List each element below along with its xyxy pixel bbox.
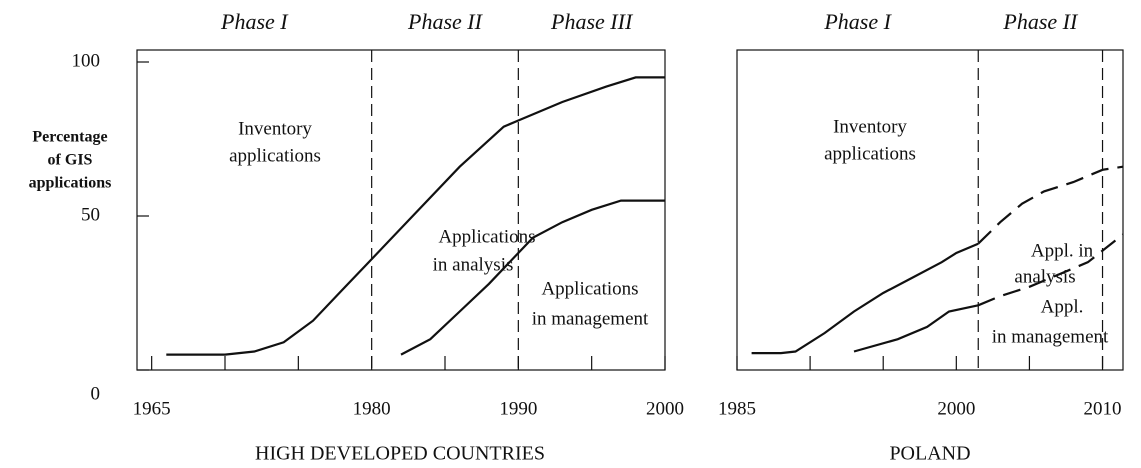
annotation: in analysis: [433, 254, 514, 275]
x-tick-label: 1990: [499, 398, 537, 419]
y-axis-label: Percentage: [32, 129, 107, 146]
x-tick-label: 2000: [937, 398, 975, 419]
chart-title: POLAND: [889, 443, 970, 465]
x-tick-label: 1965: [133, 398, 171, 419]
y-tick-label: 100: [72, 50, 101, 71]
phase-label: Phase II: [1002, 9, 1079, 34]
annotation: in management: [992, 326, 1109, 347]
x-tick-label: 1980: [353, 398, 391, 419]
annotation: in management: [532, 308, 649, 329]
phase-label: Phase II: [407, 9, 484, 34]
annotation: applications: [229, 145, 321, 166]
y-tick-label: 50: [81, 204, 100, 225]
annotation: Inventory: [238, 118, 312, 139]
line-series: [853, 304, 979, 353]
line-series: [400, 199, 665, 356]
x-tick-label: 2000: [646, 398, 684, 419]
chart-title: HIGH DEVELOPED COUNTRIES: [255, 443, 545, 465]
annotation: analysis: [1014, 266, 1075, 287]
y-axis-label: of GIS: [48, 152, 93, 169]
line-series: [977, 165, 1124, 245]
line-series: [751, 242, 979, 355]
line-series: [977, 233, 1124, 307]
annotation: Applications: [541, 278, 638, 299]
y-tick-label: 0: [91, 383, 101, 404]
annotation: Appl.: [1041, 296, 1084, 317]
phase-label: Phase I: [823, 9, 892, 34]
annotation: Appl. in: [1031, 240, 1094, 261]
line-series: [166, 76, 665, 356]
phase-label: Phase I: [220, 9, 289, 34]
annotation: Applications: [438, 226, 535, 247]
phase-label: Phase III: [550, 9, 634, 34]
y-axis-label: applications: [29, 175, 112, 192]
annotation: applications: [824, 143, 916, 164]
plot-frame: [736, 49, 1124, 371]
x-tick-label: 2010: [1084, 398, 1122, 419]
annotation: Inventory: [833, 116, 907, 137]
plot-frame: [136, 49, 666, 371]
x-tick-label: 1985: [718, 398, 756, 419]
